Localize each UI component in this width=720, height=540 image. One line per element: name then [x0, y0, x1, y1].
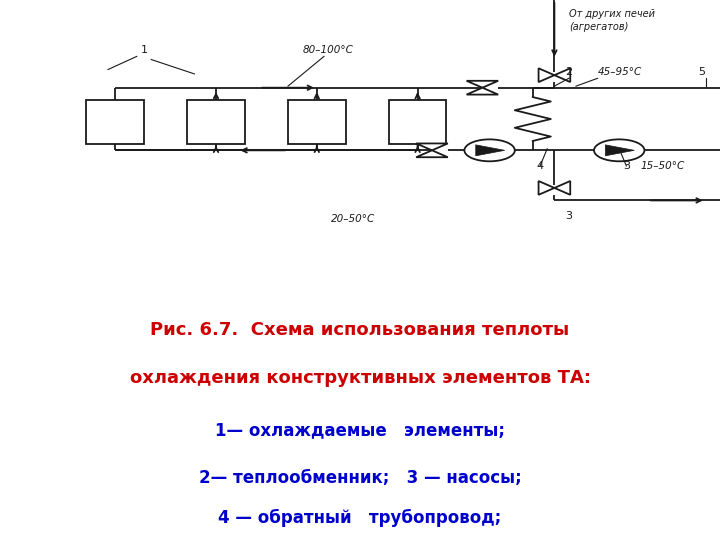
Text: 2— теплообменник;   3 — насосы;: 2— теплообменник; 3 — насосы;	[199, 469, 521, 487]
Polygon shape	[416, 150, 448, 157]
Polygon shape	[467, 81, 498, 87]
Text: 45–95°С: 45–95°С	[598, 67, 642, 77]
Text: (агрегатов): (агрегатов)	[569, 22, 628, 32]
Polygon shape	[467, 87, 498, 94]
Text: охлаждения конструктивных элементов ТА:: охлаждения конструктивных элементов ТА:	[130, 369, 590, 387]
Text: 3: 3	[565, 211, 572, 221]
Text: От других печей: От других печей	[569, 9, 654, 19]
Text: 15–50°С: 15–50°С	[641, 161, 685, 171]
Circle shape	[464, 139, 515, 161]
Text: 4 — обратный   трубопровод;: 4 — обратный трубопровод;	[218, 509, 502, 527]
Polygon shape	[539, 181, 554, 195]
Polygon shape	[476, 145, 505, 156]
Bar	[288, 100, 346, 144]
Text: 1: 1	[140, 45, 148, 55]
Text: 20–50°С: 20–50°С	[330, 214, 375, 225]
Text: 3: 3	[623, 161, 630, 171]
Polygon shape	[554, 181, 570, 195]
Polygon shape	[554, 68, 570, 82]
Text: 4: 4	[536, 161, 544, 171]
Polygon shape	[539, 68, 554, 82]
Polygon shape	[416, 144, 448, 150]
Text: 80–100°С: 80–100°С	[302, 45, 354, 55]
Circle shape	[594, 139, 644, 161]
Polygon shape	[606, 145, 634, 156]
Bar	[187, 100, 245, 144]
Text: Рис. 6.7.  Схема использования теплоты: Рис. 6.7. Схема использования теплоты	[150, 321, 570, 340]
Text: 5: 5	[698, 67, 706, 77]
Bar	[389, 100, 446, 144]
Text: 2: 2	[565, 67, 572, 77]
Text: 1— охлаждаемые   элементы;: 1— охлаждаемые элементы;	[215, 421, 505, 439]
Bar	[86, 100, 144, 144]
